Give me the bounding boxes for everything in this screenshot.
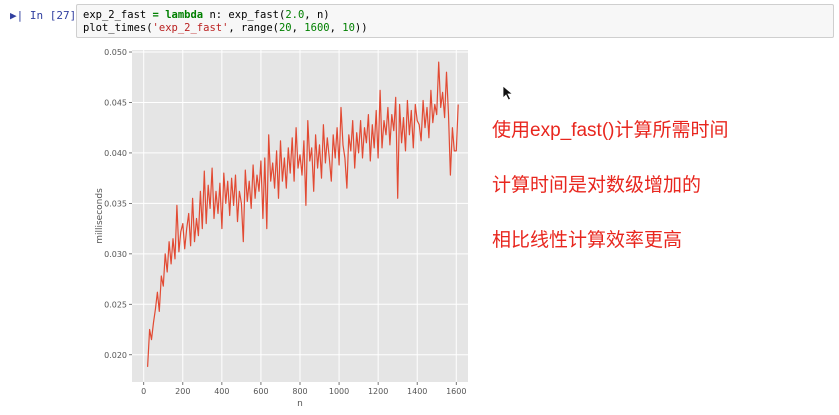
line-chart: 0 200 400 600 800 1000 1200 1400 1600 0.020 0.025 0… [95,48,468,409]
x-axis-label: n [297,399,303,409]
x-tick-label: 400 [214,387,229,396]
y-tick-label: 0.030 [104,250,127,259]
x-tick-label: 1000 [329,387,349,396]
x-tick-label: 600 [253,387,268,396]
x-tick-label: 800 [292,387,307,396]
annotation-line-2: 计算时间是对数级增加的 [492,175,702,196]
code-line-2: plot_times('exp_2_fast', range(20, 1600,… [83,22,368,34]
y-tick-label: 0.045 [104,98,127,107]
cell-prompt: ▶| In [27]: [10,9,83,22]
y-tick-label: 0.040 [104,149,127,158]
annotation-line-3: 相比线性计算效率更高 [492,230,683,251]
x-tick-label: 1400 [407,387,427,396]
run-cell-icon[interactable]: ▶| [10,9,24,22]
x-tick-label: 200 [175,387,190,396]
x-tick-label: 1600 [446,387,466,396]
mouse-cursor-icon [502,85,514,101]
annotation-line-1: 使用exp_fast()计算所需时间 [492,120,729,141]
prompt-label: In [27]: [29,9,83,22]
y-tick-label: 0.025 [104,300,127,309]
y-tick-label: 0.050 [104,48,127,57]
y-tick-label: 0.020 [104,351,127,360]
x-tick-label: 1200 [368,387,388,396]
cell-output-plot: 0 200 400 600 800 1000 1200 1400 1600 0.020 0.025 0… [90,44,480,410]
code-line-1: exp_2_fast = lambda n: exp_fast(2.0, n) [83,9,330,21]
x-tick-label: 0 [141,387,146,396]
series-line-exp-2-fast [147,61,459,367]
y-tick-label: 0.035 [104,199,127,208]
code-cell-input[interactable]: exp_2_fast = lambda n: exp_fast(2.0, n) p… [76,4,834,38]
y-axis-label: milliseconds [95,188,105,244]
